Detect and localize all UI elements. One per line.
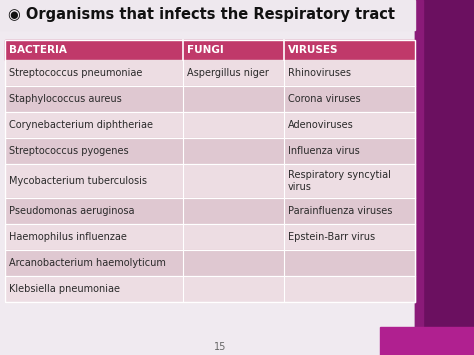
- Text: Influenza virus: Influenza virus: [288, 146, 360, 156]
- Text: BACTERIA: BACTERIA: [9, 45, 67, 55]
- Text: FUNGI: FUNGI: [187, 45, 224, 55]
- Text: VIRUSES: VIRUSES: [288, 45, 338, 55]
- Text: ◉ Organisms that infects the Respiratory tract: ◉ Organisms that infects the Respiratory…: [8, 7, 395, 22]
- Text: Corynebacterium diphtheriae: Corynebacterium diphtheriae: [9, 120, 153, 130]
- Text: 15: 15: [214, 342, 226, 352]
- Text: virus: virus: [288, 182, 312, 192]
- Bar: [5, 40, 415, 302]
- Text: Epstein-Barr virus: Epstein-Barr virus: [288, 232, 375, 242]
- Text: Haemophilus influenzae: Haemophilus influenzae: [9, 232, 127, 242]
- Text: Parainfluenza viruses: Parainfluenza viruses: [288, 206, 392, 216]
- Bar: [380, 327, 474, 355]
- Text: Adenoviruses: Adenoviruses: [288, 120, 354, 130]
- Bar: [5, 164, 415, 198]
- Bar: [5, 138, 415, 164]
- Text: Corona viruses: Corona viruses: [288, 94, 360, 104]
- Bar: [5, 224, 415, 250]
- Bar: [5, 60, 415, 86]
- Text: Respiratory syncytial: Respiratory syncytial: [288, 170, 391, 180]
- Bar: [0, 0, 415, 30]
- Bar: [0, 0, 415, 355]
- Text: Staphylococcus aureus: Staphylococcus aureus: [9, 94, 122, 104]
- Bar: [5, 112, 415, 138]
- Text: Pseudomonas aeruginosa: Pseudomonas aeruginosa: [9, 206, 135, 216]
- Text: Mycobacterium tuberculosis: Mycobacterium tuberculosis: [9, 176, 147, 186]
- Text: Streptococcus pneumoniae: Streptococcus pneumoniae: [9, 68, 142, 78]
- Bar: [5, 40, 415, 60]
- Text: Klebsiella pneumoniae: Klebsiella pneumoniae: [9, 284, 120, 294]
- Text: Rhinoviruses: Rhinoviruses: [288, 68, 351, 78]
- Bar: [5, 250, 415, 276]
- Bar: [5, 86, 415, 112]
- Text: Aspergillus niger: Aspergillus niger: [187, 68, 269, 78]
- Text: Arcanobacterium haemolyticum: Arcanobacterium haemolyticum: [9, 258, 166, 268]
- Bar: [415, 0, 423, 355]
- Bar: [415, 0, 474, 355]
- Text: Streptococcus pyogenes: Streptococcus pyogenes: [9, 146, 128, 156]
- Bar: [5, 198, 415, 224]
- Bar: [5, 276, 415, 302]
